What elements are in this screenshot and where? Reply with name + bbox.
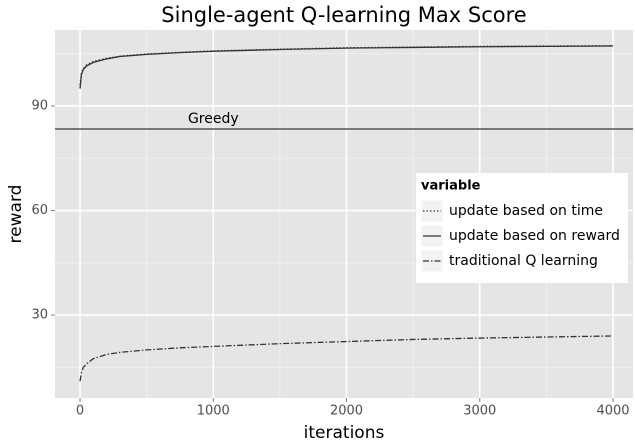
x-tick-label: 4000 (596, 404, 629, 419)
legend-label: update based on reward (449, 228, 620, 244)
x-tick-label: 3000 (463, 404, 496, 419)
y-tick-label: 90 (31, 98, 48, 113)
x-tick-label: 0 (76, 404, 84, 419)
reference-label: Greedy (188, 111, 239, 127)
legend-background (416, 173, 628, 283)
y-tick-label: 30 (31, 308, 48, 323)
series-line (79, 335, 614, 382)
legend-label: traditional Q learning (449, 253, 598, 269)
y-tick-label: 60 (31, 203, 48, 218)
x-tick-label: 2000 (330, 404, 363, 419)
legend-label: update based on time (449, 203, 603, 219)
y-axis-label: reward (6, 185, 26, 244)
x-tick-label: 1000 (197, 404, 230, 419)
legend-title: variable (421, 179, 481, 194)
x-axis-label: iterations (304, 423, 385, 443)
series-line (79, 45, 614, 89)
legend-key (420, 199, 444, 223)
chart-title: Single-agent Q-learning Max Score (161, 3, 526, 27)
